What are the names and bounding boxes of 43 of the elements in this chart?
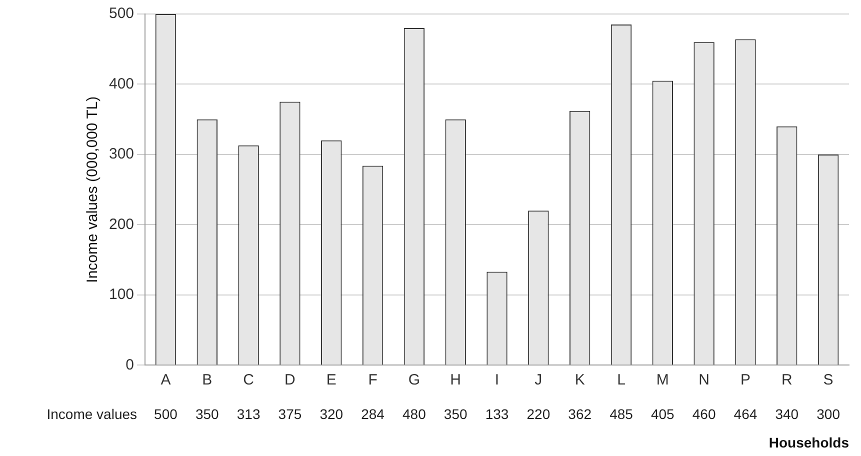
data-label: 313: [236, 406, 260, 422]
data-label: 405: [650, 406, 675, 422]
data-label: 300: [816, 406, 840, 422]
x-tick-label: J: [534, 371, 542, 388]
y-tick-label: 500: [108, 5, 134, 22]
data-label: 464: [734, 406, 758, 422]
y-tick-label: 0: [126, 356, 134, 374]
data-label: 362: [568, 406, 592, 422]
x-tick-label: E: [326, 371, 336, 388]
data-label: 284: [361, 406, 385, 422]
x-tick-label: R: [781, 371, 792, 388]
x-tick-label: G: [408, 371, 420, 388]
text: Income values: [46, 406, 138, 422]
x-tick-label: P: [740, 371, 750, 388]
x-tick-label: C: [243, 371, 254, 388]
data-label: 320: [320, 406, 344, 422]
x-tick-label: L: [617, 371, 626, 388]
data-label: 485: [610, 406, 634, 422]
x-tick-label: B: [202, 371, 212, 388]
y-tick-label: 300: [108, 146, 134, 163]
y-tick-label: 400: [108, 75, 134, 92]
y-tick-label: 100: [108, 286, 134, 304]
x-tick-label: S: [823, 371, 834, 388]
data-label: 350: [195, 406, 220, 422]
x-tick-label: K: [574, 371, 585, 388]
data-label: 350: [444, 406, 468, 422]
data-label: 133: [485, 406, 509, 422]
x-tick-label: I: [494, 371, 500, 388]
x-tick-label: H: [450, 371, 462, 388]
x-tick-label: F: [368, 371, 378, 388]
x-tick-label: N: [698, 371, 710, 388]
x-axis-title: Households: [768, 434, 850, 450]
data-label: 480: [402, 406, 426, 422]
data-label: 220: [526, 406, 550, 422]
data-label: 375: [278, 406, 302, 422]
y-tick-label: 200: [108, 216, 134, 233]
data-label: 340: [775, 406, 799, 422]
x-tick-label: A: [160, 371, 171, 388]
y-axis-title: Income values (000,000 TL): [84, 96, 102, 283]
data-label: 500: [154, 406, 178, 422]
data-label: 460: [692, 406, 716, 422]
x-tick-label: D: [284, 371, 296, 388]
x-tick-label: M: [656, 371, 669, 388]
